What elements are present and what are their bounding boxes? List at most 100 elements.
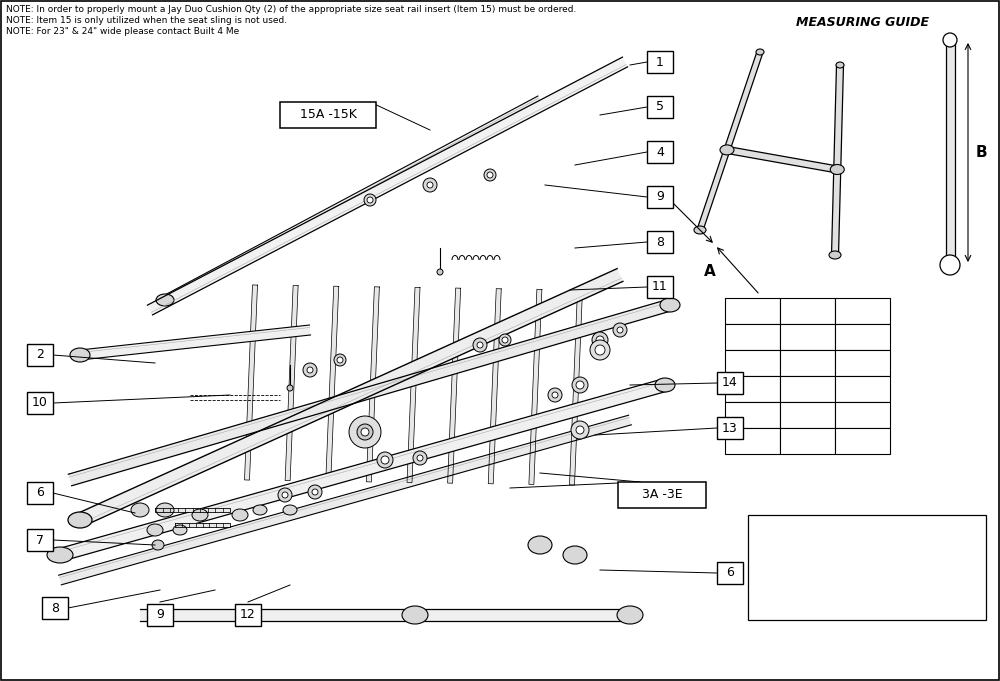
Ellipse shape (287, 385, 293, 391)
Ellipse shape (283, 505, 297, 515)
Text: NOTE: For 23" & 24" wide please contact Built 4 Me: NOTE: For 23" & 24" wide please contact … (6, 27, 239, 36)
Bar (717, 417, 743, 439)
Text: 20": 20" (744, 384, 761, 394)
Circle shape (617, 327, 623, 333)
Ellipse shape (756, 49, 764, 55)
Circle shape (278, 488, 292, 502)
Ellipse shape (660, 298, 680, 312)
Circle shape (613, 323, 627, 337)
Circle shape (337, 357, 343, 363)
Text: 15A -15K: 15A -15K (300, 108, 356, 121)
Text: 20 3/8": 20 3/8" (789, 332, 826, 342)
Ellipse shape (830, 165, 844, 174)
Bar (725, 402, 780, 428)
Circle shape (502, 337, 508, 343)
Circle shape (282, 492, 288, 498)
Bar (725, 298, 780, 324)
Ellipse shape (68, 512, 92, 528)
Text: 4: 4 (656, 146, 664, 159)
Bar (235, 604, 261, 626)
Ellipse shape (655, 378, 675, 392)
Text: 22": 22" (744, 436, 762, 446)
Circle shape (576, 381, 584, 389)
Circle shape (364, 194, 376, 206)
Text: 8 1/8": 8 1/8" (847, 436, 878, 446)
Text: 21": 21" (744, 410, 762, 420)
Text: 5: 5 (656, 101, 664, 114)
Bar (717, 372, 743, 394)
Bar (725, 350, 780, 376)
Bar (835, 428, 890, 454)
Bar (835, 324, 890, 350)
Bar (27, 392, 53, 414)
Ellipse shape (563, 546, 587, 564)
Circle shape (377, 452, 393, 468)
Bar (647, 186, 673, 208)
Text: 22 1/8": 22 1/8" (788, 384, 826, 394)
Circle shape (417, 455, 423, 461)
Circle shape (576, 426, 584, 434)
Bar (647, 231, 673, 253)
Ellipse shape (694, 226, 706, 234)
Ellipse shape (47, 547, 73, 563)
Ellipse shape (829, 251, 841, 259)
Bar (780, 324, 835, 350)
Circle shape (477, 342, 483, 348)
Text: 24": 24" (798, 436, 816, 446)
Text: 7: 7 (36, 533, 44, 546)
Circle shape (381, 456, 389, 464)
Bar (835, 402, 890, 428)
Polygon shape (59, 415, 631, 585)
Text: 13: 13 (722, 422, 738, 434)
Bar (725, 324, 780, 350)
Bar (647, 141, 673, 163)
Text: 8: 8 (656, 236, 664, 249)
Text: 6: 6 (726, 567, 734, 580)
Ellipse shape (70, 348, 90, 362)
Text: 11: 11 (652, 281, 668, 294)
Text: 19": 19" (744, 358, 762, 368)
Ellipse shape (232, 509, 248, 521)
Circle shape (548, 388, 562, 402)
Ellipse shape (173, 525, 187, 535)
Polygon shape (366, 287, 379, 482)
Circle shape (367, 197, 373, 203)
Bar (27, 344, 53, 366)
Circle shape (499, 334, 511, 346)
Text: 21 1/4": 21 1/4" (788, 358, 826, 368)
Ellipse shape (253, 505, 267, 515)
Polygon shape (285, 285, 298, 481)
Text: 9: 9 (156, 609, 164, 622)
Circle shape (592, 332, 608, 348)
Text: NOTE: Item 15 is only utilized when the seat sling is not used.: NOTE: Item 15 is only utilized when the … (6, 16, 287, 25)
Text: CHAIR
WIDTH: CHAIR WIDTH (732, 300, 772, 321)
Circle shape (590, 340, 610, 360)
Text: DIM A: DIM A (790, 306, 825, 316)
Circle shape (357, 424, 373, 440)
Circle shape (572, 377, 588, 393)
Polygon shape (79, 325, 311, 360)
Text: 10: 10 (32, 396, 48, 409)
Text: 23": 23" (798, 410, 816, 420)
Circle shape (308, 485, 322, 499)
Circle shape (361, 428, 369, 436)
Circle shape (595, 345, 605, 355)
Polygon shape (529, 289, 542, 484)
Bar (780, 428, 835, 454)
Bar (748, 515, 986, 620)
Ellipse shape (156, 294, 174, 306)
Circle shape (307, 367, 313, 373)
Text: 8: 8 (51, 601, 59, 614)
Text: 7 5/8": 7 5/8" (847, 410, 878, 420)
Bar (835, 376, 890, 402)
Polygon shape (163, 96, 542, 304)
Polygon shape (175, 523, 230, 527)
Ellipse shape (402, 606, 428, 624)
Polygon shape (245, 285, 257, 480)
Text: 6 3/8": 6 3/8" (847, 332, 878, 342)
Text: A: A (704, 264, 716, 279)
Bar (780, 298, 835, 324)
Text: 1: 1 (656, 55, 664, 69)
Polygon shape (140, 609, 630, 621)
Bar (280, 102, 376, 128)
